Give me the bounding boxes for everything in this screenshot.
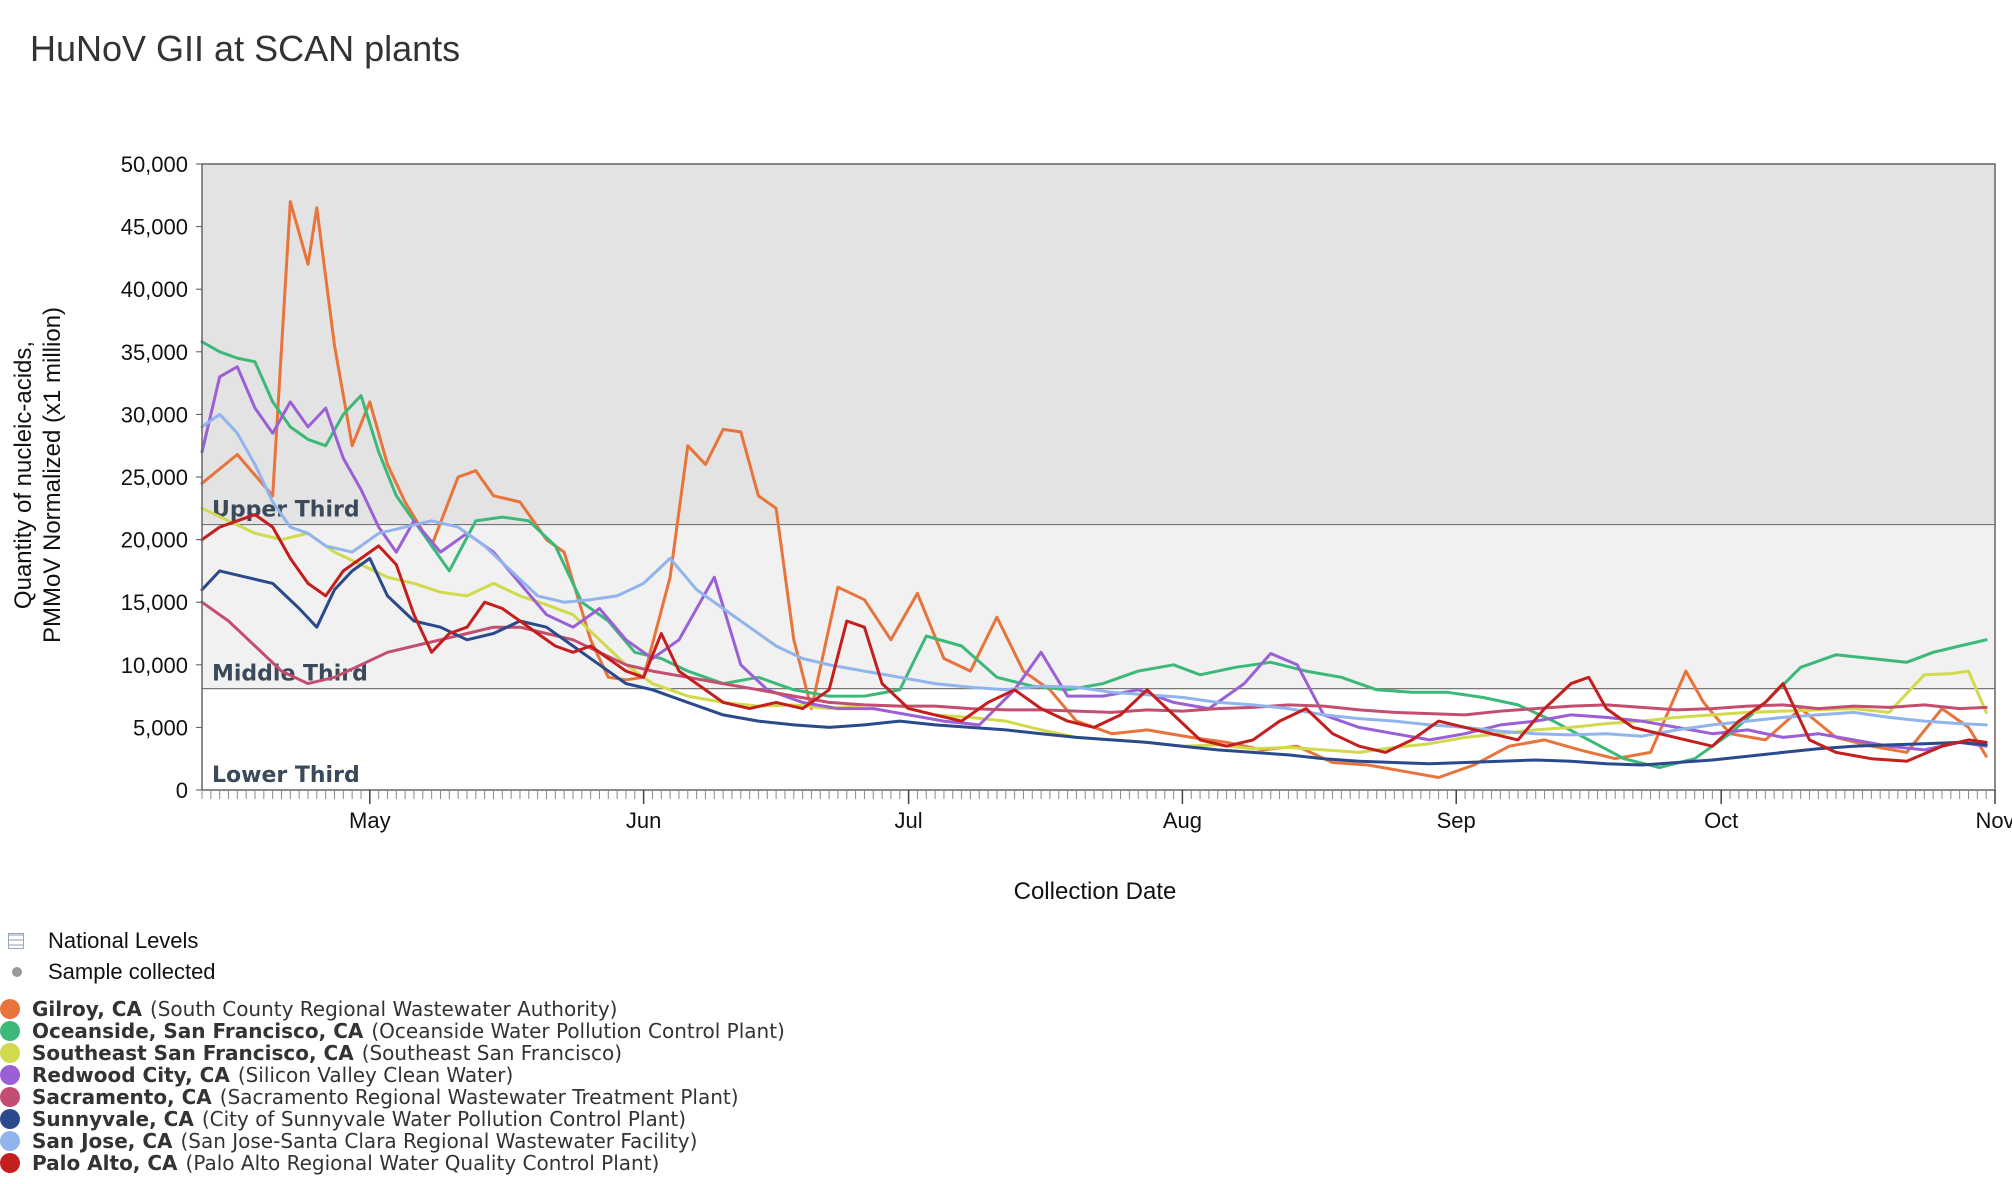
facility-name: (Sacramento Regional Wastewater Treatmen… (219, 1085, 739, 1109)
facility-name: (Southeast San Francisco) (361, 1041, 622, 1065)
site-name: Palo Alto, CA (32, 1151, 178, 1175)
x-tick-label-2: Jul (895, 808, 923, 833)
y-tick-label-4: 20,000 (121, 528, 188, 553)
y-tick-label-5: 25,000 (121, 465, 188, 490)
legend: National Levels Sample collected (8, 925, 216, 987)
x-tick-label-4: Sep (1437, 808, 1476, 833)
legend-sample-collected-label: Sample collected (48, 958, 216, 984)
site-legend-item[interactable]: San Jose, CA (San Jose-Santa Clara Region… (0, 1129, 785, 1153)
series-color-dot (0, 999, 20, 1019)
series-color-dot (0, 1131, 20, 1151)
site-legend-item[interactable]: Sacramento, CA (Sacramento Regional Waste… (0, 1085, 785, 1109)
series-line-1 (200, 340, 1988, 769)
x-axis-title: Collection Date (1014, 878, 1177, 905)
y-tick-label-3: 15,000 (121, 590, 188, 615)
band-label-2: Lower Third (212, 763, 360, 788)
y-tick-label-8: 40,000 (121, 277, 188, 302)
series-color-dot (0, 1087, 20, 1107)
series-color-dot (0, 1153, 20, 1173)
x-tick-label-6: Nov (1975, 808, 2012, 833)
site-name: Sunnyvale, CA (32, 1107, 194, 1131)
series-color-dot (0, 1109, 20, 1129)
y-tick-label-7: 35,000 (121, 340, 188, 365)
x-tick-label-0: May (349, 808, 391, 833)
facility-name: (Oceanside Water Pollution Control Plant… (371, 1019, 785, 1043)
y-tick-label-9: 45,000 (121, 215, 188, 240)
series-line-5 (200, 556, 1988, 767)
site-legend-item[interactable]: Gilroy, CA (South County Regional Wastewa… (0, 997, 785, 1021)
x-tick-label-1: Jun (626, 808, 661, 833)
y-axis: 0 5,000 10,000 15,000 20,000 25,000 30,000 35,0… (121, 152, 202, 803)
site-name: Gilroy, CA (32, 997, 142, 1021)
y-tick-label-2: 10,000 (121, 653, 188, 678)
series-line-6 (200, 412, 1988, 738)
y-tick-label-1: 5,000 (133, 715, 188, 740)
band-1 (202, 524, 1995, 689)
site-name: Redwood City, CA (32, 1063, 230, 1087)
series-lines (200, 200, 1988, 779)
facility-name: (San Jose-Santa Clara Regional Wastewate… (180, 1129, 698, 1153)
facility-name: (Silicon Valley Clean Water) (237, 1063, 514, 1087)
facility-name: (Palo Alto Regional Water Quality Contro… (185, 1151, 660, 1175)
striped-box-icon (8, 932, 24, 949)
site-legend-item[interactable]: Palo Alto, CA (Palo Alto Regional Water Q… (0, 1151, 785, 1175)
dot-icon (12, 966, 22, 977)
legend-national-levels[interactable]: National Levels (8, 925, 216, 956)
y-axis-title-line1: Quantity of nucleic-acids, (10, 341, 37, 609)
y-tick-label-10: 50,000 (121, 152, 188, 177)
facility-name: (South County Regional Wastewater Author… (149, 997, 618, 1021)
site-legend-item[interactable]: Oceanside, San Francisco, CA (Oceanside W… (0, 1019, 785, 1043)
series-color-dot (0, 1065, 20, 1085)
band-0 (202, 164, 1995, 525)
series-line-7 (200, 513, 1988, 763)
site-legend-item[interactable]: Sunnyvale, CA (City of Sunnyvale Water Po… (0, 1107, 785, 1131)
site-name: San Jose, CA (32, 1129, 173, 1153)
x-axis: May Jun Jul Aug Sep Oct Nov (201, 790, 2012, 833)
site-name: Sacramento, CA (32, 1085, 212, 1109)
site-name: Southeast San Francisco, CA (32, 1041, 354, 1065)
site-legend: Gilroy, CA (South County Regional Wastewa… (0, 997, 785, 1175)
national-level-bands (202, 164, 1995, 790)
y-tick-label-6: 30,000 (121, 402, 188, 427)
facility-name: (City of Sunnyvale Water Pollution Contr… (201, 1107, 687, 1131)
y-axis-title-line2: PMMoV Normalized (x1 million) (39, 307, 66, 643)
series-color-dot (0, 1021, 20, 1041)
site-legend-item[interactable]: Southeast San Francisco, CA (Southeast Sa… (0, 1041, 785, 1065)
site-legend-item[interactable]: Redwood City, CA (Silicon Valley Clean Wa… (0, 1063, 785, 1087)
series-line-2 (200, 506, 1988, 754)
series-color-dot (0, 1043, 20, 1063)
legend-national-levels-label: National Levels (48, 927, 199, 953)
series-line-0 (200, 200, 1988, 779)
site-name: Oceanside, San Francisco, CA (32, 1019, 364, 1043)
y-tick-label-0: 0 (176, 778, 188, 803)
chart-title: HuNoV GII at SCAN plants (30, 28, 461, 69)
legend-sample-collected[interactable]: Sample collected (8, 956, 216, 987)
x-tick-label-5: Oct (1704, 808, 1738, 833)
x-tick-label-3: Aug (1163, 808, 1202, 833)
